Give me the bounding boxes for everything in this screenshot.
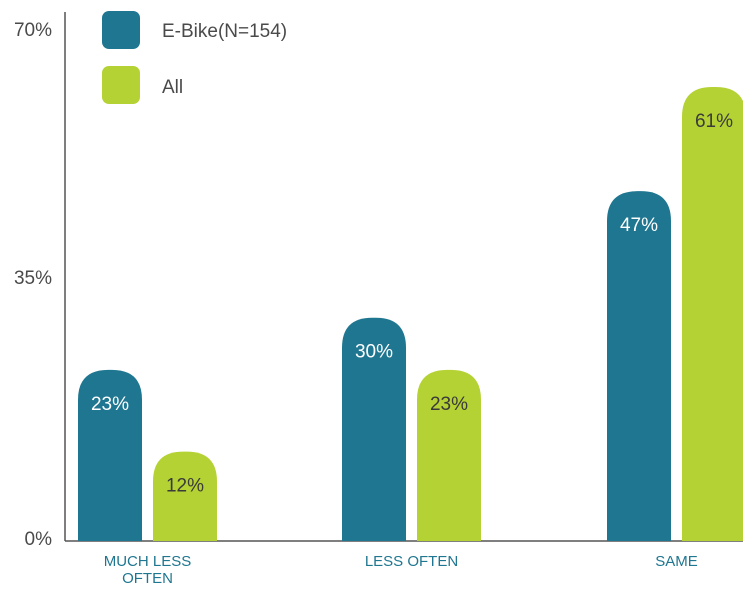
legend: E-Bike(N=154) All xyxy=(102,11,287,104)
data-label-all-0: 12% xyxy=(166,476,204,497)
bar-all-0 xyxy=(153,451,217,541)
legend-swatch-ebike xyxy=(102,11,140,49)
legend-label-all: All xyxy=(162,77,183,98)
category-label-0-line-0: MUCH LESS xyxy=(104,553,192,570)
category-label-0-line-1: OFTEN xyxy=(122,570,173,587)
category-label-1-line-0: LESS OFTEN xyxy=(365,553,458,570)
bar-all-2 xyxy=(682,86,743,541)
y-tick-label-70: 70% xyxy=(14,20,52,41)
data-label-ebike-1: 30% xyxy=(355,342,393,363)
bar-ebike-2 xyxy=(607,191,671,541)
data-label-all-1: 23% xyxy=(430,394,468,415)
bar-ebike-1 xyxy=(342,317,406,541)
y-tick-label-35: 35% xyxy=(14,268,52,289)
data-label-ebike-2: 47% xyxy=(620,215,658,236)
category-label-2-line-0: SAME xyxy=(655,553,698,570)
legend-swatch-all xyxy=(102,66,140,104)
data-label-all-2: 61% xyxy=(695,111,733,132)
data-label-ebike-0: 23% xyxy=(91,394,129,415)
data-labels-group: 23% 12% 30% 23% 47% 61% xyxy=(91,111,733,497)
legend-label-ebike: E-Bike(N=154) xyxy=(162,21,287,42)
bar-all-1 xyxy=(417,369,481,541)
bar-ebike-0 xyxy=(78,369,142,541)
y-tick-label-0: 0% xyxy=(25,529,53,550)
bars-group xyxy=(78,86,743,541)
